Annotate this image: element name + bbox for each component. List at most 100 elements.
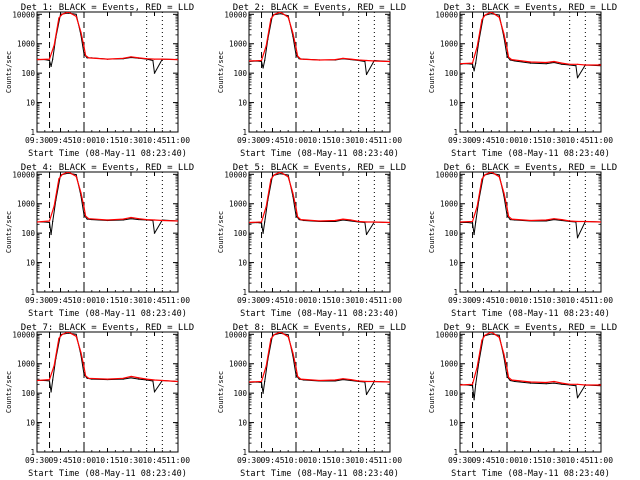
y-tick-label: 10 [238, 99, 248, 108]
detector-panel: Det 2: BLACK = Events, RED = LLD Start Ti… [217, 3, 406, 159]
events-data-point [498, 174, 500, 176]
x-tick-label: 10:45 [565, 296, 589, 305]
events-data-point [298, 378, 300, 380]
y-tick-label: 10 [449, 99, 459, 108]
detector-panel: Det 7: BLACK = Events, RED = LLD Start Ti… [5, 323, 194, 479]
lld-data-point [569, 383, 571, 385]
events-data-point [561, 63, 563, 65]
lld-data-point [481, 178, 483, 180]
lld-data-point [342, 218, 344, 220]
lld-data-point [84, 54, 87, 57]
events-data-point [260, 381, 263, 384]
events-data-point [264, 221, 266, 223]
events-series-line [460, 333, 601, 401]
y-tick-label: 10000 [224, 170, 247, 179]
lld-data-point [300, 218, 302, 221]
lld-data-point [476, 366, 478, 368]
lld-data-point [88, 57, 90, 59]
lld-data-point [270, 18, 272, 20]
lld-data-point [506, 367, 508, 370]
y-tick-label: 1 [30, 288, 35, 297]
lld-data-point [138, 57, 140, 59]
lld-data-point [177, 380, 178, 383]
lld-series-line [460, 12, 601, 66]
x-tick-label: 09:45 [48, 136, 72, 145]
lld-data-point [490, 332, 492, 333]
y-tick-label: 1000 [229, 360, 248, 369]
y-tick-label: 10000 [435, 10, 458, 19]
y-tick-label: 10000 [224, 10, 247, 19]
events-data-point [295, 374, 297, 376]
detector-panel: Det 8: BLACK = Events, RED = LLD Start Ti… [217, 323, 406, 479]
lld-data-point [295, 46, 297, 49]
events-series-line [460, 13, 601, 79]
x-axis-label: Start Time (08-May-11 08:23:40) [240, 149, 399, 159]
lld-data-point [58, 337, 60, 339]
detector-panel: Det 4: BLACK = Events, RED = LLD Start Ti… [5, 163, 194, 319]
lld-data-point [529, 381, 532, 383]
lld-data-point [273, 13, 275, 16]
lld-data-point [279, 332, 281, 333]
events-data-point [365, 233, 368, 236]
panel-title: Det 3: BLACK = Events, RED = LLD [444, 3, 617, 13]
lld-data-point [80, 351, 82, 353]
lld-data-point [318, 220, 321, 222]
y-tick-label: 100 [233, 229, 247, 238]
x-tick-label: 09:30 [25, 136, 49, 145]
lld-data-point [350, 378, 352, 381]
lld-data-point [48, 58, 51, 60]
panel-title: Det 4: BLACK = Events, RED = LLD [21, 163, 194, 173]
y-tick-label: 1 [30, 448, 35, 457]
lld-data-point [75, 335, 77, 337]
lld-series-line [460, 332, 601, 386]
lld-data-point [265, 365, 267, 367]
y-tick-label: 10 [238, 259, 248, 268]
lld-data-point [177, 220, 178, 222]
events-data-point [279, 332, 281, 334]
events-data-point [553, 61, 555, 64]
events-data-point [295, 214, 297, 217]
events-data-point [153, 391, 156, 393]
y-tick-label: 1 [242, 448, 247, 457]
lld-data-point [296, 375, 299, 378]
x-tick-label: 09:45 [48, 296, 72, 305]
y-tick-label: 1000 [17, 200, 36, 209]
panel-title: Det 6: BLACK = Events, RED = LLD [444, 163, 617, 173]
lld-data-point [292, 32, 294, 34]
events-data-point [279, 173, 281, 175]
x-tick-label: 10:15 [95, 136, 119, 145]
y-tick-label: 10 [449, 419, 459, 428]
x-tick-label: 09:30 [448, 136, 472, 145]
x-tick-label: 10:45 [354, 136, 378, 145]
lld-data-point [292, 192, 294, 194]
events-data-point [506, 214, 508, 216]
y-axis-label: Counts/sec [5, 51, 13, 93]
lld-data-point [287, 16, 289, 18]
events-data-point [498, 14, 500, 16]
x-tick-label: 10:30 [331, 456, 355, 465]
lld-data-point [161, 58, 163, 60]
events-data-point [498, 334, 500, 336]
lld-data-point [358, 220, 360, 223]
lld-data-point [273, 174, 275, 176]
events-data-point [260, 60, 263, 63]
panel-title: Det 5: BLACK = Events, RED = LLD [233, 163, 406, 173]
events-data-point [295, 54, 297, 56]
events-data-point [545, 63, 547, 65]
lld-data-point [576, 63, 579, 65]
events-data-point [264, 380, 266, 383]
lld-data-point [83, 366, 85, 368]
y-tick-label: 100 [444, 69, 458, 78]
events-data-point [153, 232, 156, 234]
lld-data-point [249, 60, 250, 62]
events-data-point [75, 173, 77, 176]
x-tick-label: 10:00 [495, 296, 519, 305]
plot-frame [36, 11, 179, 133]
lld-data-point [295, 366, 297, 368]
lld-data-point [484, 174, 486, 176]
x-tick-label: 10:45 [354, 296, 378, 305]
lld-data-point [249, 221, 250, 224]
events-data-point [334, 220, 336, 223]
lld-data-point [511, 379, 513, 381]
x-tick-label: 09:45 [260, 456, 284, 465]
